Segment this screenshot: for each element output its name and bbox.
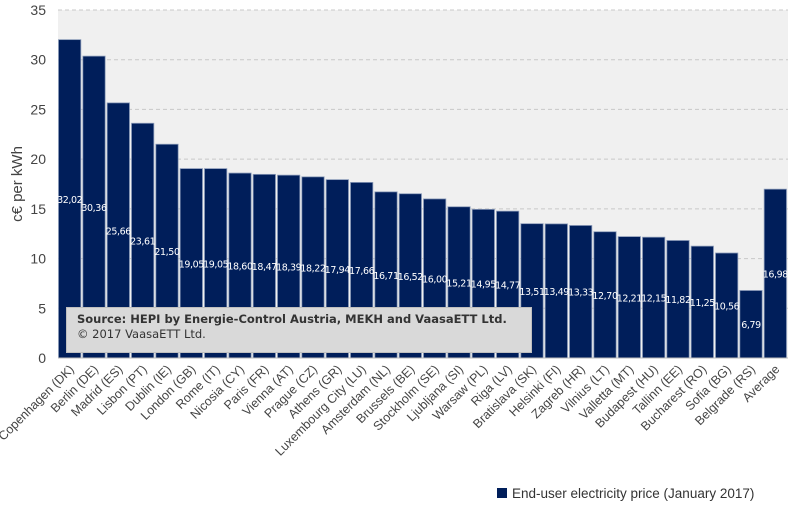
data-label: 25,66 xyxy=(106,226,132,237)
data-label: 23,61 xyxy=(130,237,156,248)
data-label: 16,00 xyxy=(422,274,448,285)
data-label: 6,79 xyxy=(741,320,761,331)
data-label: 16,98 xyxy=(763,270,789,281)
y-tick-label: 10 xyxy=(30,251,46,267)
copyright-line: © 2017 VaasaETT Ltd. xyxy=(77,327,206,341)
data-label: 19,05 xyxy=(179,259,205,270)
data-label: 18,39 xyxy=(276,263,302,274)
legend-label: End-user electricity price (January 2017… xyxy=(512,486,754,501)
data-label: 11,82 xyxy=(665,295,691,306)
data-label: 16,52 xyxy=(398,272,424,283)
source-line: Source: HEPI by Energie-Control Austria,… xyxy=(77,312,507,326)
data-label: 14,95 xyxy=(471,280,497,291)
data-label: 15,21 xyxy=(446,278,472,289)
data-label: 11,25 xyxy=(690,298,716,309)
y-tick-label: 0 xyxy=(38,350,46,366)
data-label: 32,02 xyxy=(57,195,83,206)
data-label: 16,71 xyxy=(373,271,399,282)
data-label: 19,05 xyxy=(203,259,229,270)
data-label: 17,66 xyxy=(349,266,375,277)
data-label: 12,70 xyxy=(592,291,618,302)
data-label: 18,60 xyxy=(227,262,253,273)
data-label: 17,94 xyxy=(325,265,351,276)
data-label: 30,36 xyxy=(81,203,107,214)
y-tick-label: 30 xyxy=(30,52,46,68)
data-label: 12,21 xyxy=(617,293,643,304)
data-label: 18,47 xyxy=(252,262,278,273)
y-tick-label: 20 xyxy=(30,151,46,167)
y-tick-label: 15 xyxy=(30,201,46,217)
data-label: 21,50 xyxy=(154,247,180,258)
data-label: 14,77 xyxy=(495,281,521,292)
data-label: 18,22 xyxy=(300,263,326,274)
data-label: 10,56 xyxy=(714,302,740,313)
data-label: 12,15 xyxy=(641,294,667,305)
data-label: 13,49 xyxy=(544,287,570,298)
plot-area xyxy=(58,10,788,358)
source-note: Source: HEPI by Energie-Control Austria,… xyxy=(66,307,532,353)
y-tick-label: 25 xyxy=(30,101,46,117)
data-label: 13,33 xyxy=(568,288,594,299)
legend-swatch xyxy=(497,488,507,498)
y-axis-label: c€ per kWh xyxy=(9,146,26,222)
y-tick-label: 35 xyxy=(30,2,46,18)
y-tick-label: 5 xyxy=(38,300,46,316)
data-label: 13,51 xyxy=(519,287,545,298)
